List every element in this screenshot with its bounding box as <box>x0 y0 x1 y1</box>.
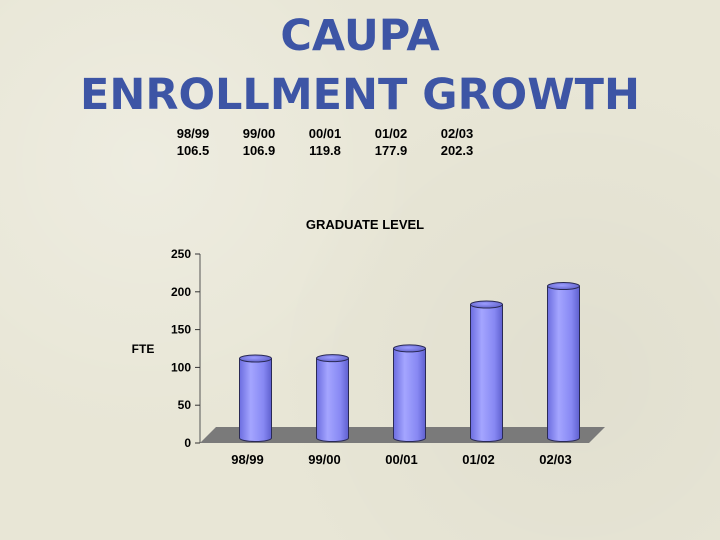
y-tick-label: 200 <box>171 285 191 299</box>
summary-year-cell: 00/01 <box>308 126 342 141</box>
bar-series <box>239 282 580 442</box>
bar-body <box>316 357 349 442</box>
bar-cap <box>239 354 272 363</box>
bar-cap <box>547 282 580 291</box>
chart-title: GRADUATE LEVEL <box>306 217 424 232</box>
y-tick-label: 250 <box>171 247 191 261</box>
y-axis-ticks: 0 50 100 150 200 250 <box>171 247 200 450</box>
summary-value-cell: 119.8 <box>309 143 341 158</box>
x-tick-label: 99/00 <box>308 452 341 467</box>
x-axis-labels: 98/99 99/00 00/01 01/02 02/03 <box>231 452 572 467</box>
summary-year-cell: 99/00 <box>242 126 276 141</box>
bar-cap <box>470 300 503 309</box>
y-tick-label: 100 <box>171 360 191 374</box>
bar-body <box>239 357 272 442</box>
summary-value-cell: 202.3 <box>440 143 474 158</box>
y-tick-label: 50 <box>178 398 192 412</box>
bar <box>393 344 426 442</box>
bar-body <box>547 285 580 442</box>
summary-year-cell: 98/99 <box>176 126 210 141</box>
bar-cap <box>316 354 349 363</box>
x-tick-label: 98/99 <box>231 452 264 467</box>
bar-cap <box>393 344 426 353</box>
summary-year-cell: 01/02 <box>374 126 408 141</box>
x-tick-label: 02/03 <box>539 452 572 467</box>
y-tick-label: 0 <box>184 436 191 450</box>
summary-year-cell: 02/03 <box>440 126 474 141</box>
bar <box>239 354 272 442</box>
x-tick-label: 01/02 <box>462 452 495 467</box>
summary-value-cell: 177.9 <box>374 143 408 158</box>
y-axis-label: FTE <box>132 342 155 356</box>
x-tick-label: 00/01 <box>385 452 418 467</box>
summary-value-cell: 106.5 <box>176 143 210 158</box>
summary-value-cell: 106.9 <box>242 143 276 158</box>
bar <box>316 354 349 442</box>
bar <box>470 300 503 442</box>
bar <box>547 282 580 442</box>
title-line-2: ENROLLMENT GROWTH <box>80 70 640 120</box>
bar-body <box>393 347 426 442</box>
title-line-1: CAUPA <box>280 11 440 61</box>
bar-body <box>470 304 503 442</box>
y-tick-label: 150 <box>171 323 191 337</box>
